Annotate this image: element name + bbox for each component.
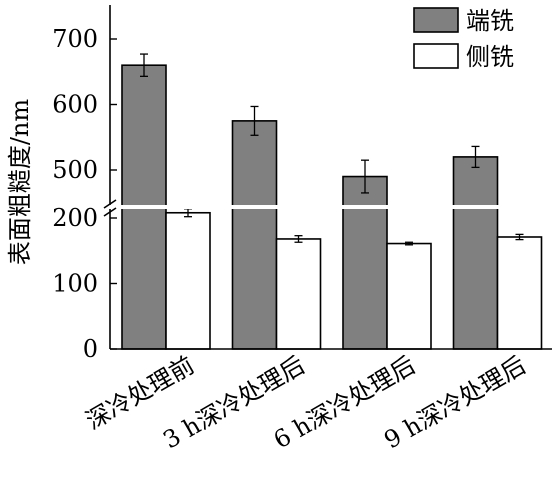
bar-3-0 [452, 156, 499, 350]
bar-1-0 [231, 120, 278, 350]
bar-1-1 [275, 238, 322, 350]
legend-swatch-1 [413, 43, 459, 69]
y-tick-label-4: 600 [52, 91, 98, 119]
y-axis-title: 表面粗糙度/nm [6, 99, 34, 266]
legend-swatch-0 [413, 7, 459, 33]
y-tick-label-3: 500 [52, 156, 98, 184]
bar-2-0 [342, 175, 388, 350]
bars-group [121, 53, 543, 350]
axis-break-mark [103, 199, 117, 217]
bar-0-1 [165, 211, 211, 350]
bar-2-1 [386, 242, 432, 350]
axes-group: 0 100 200 500 600 700 [52, 5, 552, 363]
y-tick-label-1: 100 [52, 270, 98, 298]
y-tick-label-5: 700 [52, 25, 98, 53]
legend-label-1: 侧铣 [466, 43, 514, 71]
y-tick-label-2: 200 [52, 204, 98, 232]
legend-label-0: 端铣 [466, 7, 514, 35]
bar-3-1 [496, 236, 543, 350]
axis-break-band [104, 205, 552, 209]
y-tick-label-0: 0 [83, 335, 98, 363]
